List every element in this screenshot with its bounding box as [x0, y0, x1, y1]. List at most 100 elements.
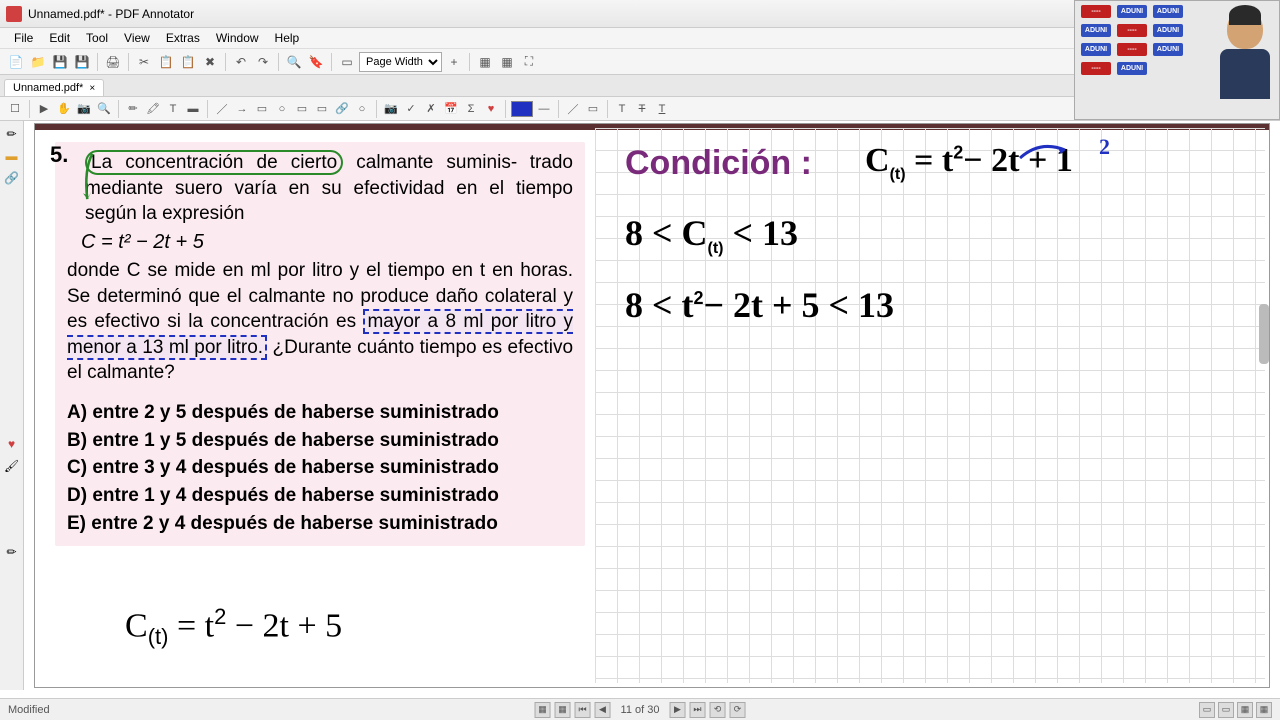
arrow-icon[interactable]: → [233, 100, 251, 118]
fav-side-icon[interactable]: ♥ [3, 435, 21, 453]
date-icon[interactable]: 📅 [442, 100, 460, 118]
zoom-select[interactable]: Page Width [359, 52, 442, 72]
problem-formula: C = t² − 2t + 5 [81, 231, 573, 254]
pen-side-icon[interactable]: ✏ [3, 125, 21, 143]
webcam-overlay: ---- ADUNI ADUNI ADUNI ---- ADUNI ADUNI … [1074, 0, 1280, 120]
strike-icon[interactable]: T [633, 100, 651, 118]
view-mode-buttons: ▭ ▭ ▦ ▦ [1199, 702, 1272, 718]
find-icon[interactable]: 🔍 [284, 52, 304, 72]
undo-icon[interactable]: ↶ [231, 52, 251, 72]
statusbar: Modified ▦ ▦ ⏮ ◀ 11 of 30 ▶ ⏭ ⟲ ⟳ ▭ ▭ ▦ … [0, 698, 1280, 720]
paste-icon[interactable]: 📋 [178, 52, 198, 72]
hw-condicion: Condición : [625, 144, 812, 183]
app-icon [6, 6, 22, 22]
answer-b: B) entre 1 y 5 después de haberse sumini… [67, 428, 573, 455]
redo-icon[interactable]: ↷ [253, 52, 273, 72]
pointer-icon[interactable]: ▶ [35, 100, 53, 118]
view2-icon[interactable]: ▭ [1218, 702, 1234, 718]
texttool-icon[interactable]: T [613, 100, 631, 118]
hw-ineq1: 8 < C(t) < 13 [625, 212, 798, 258]
copy-icon[interactable]: 📋 [156, 52, 176, 72]
brush-side-icon[interactable]: 🖌 [3, 457, 21, 475]
text-icon[interactable]: T [164, 100, 182, 118]
back-icon[interactable]: ⟲ [709, 702, 725, 718]
cut-icon[interactable]: ✂ [134, 52, 154, 72]
checkbox-icon[interactable]: ☐ [6, 100, 24, 118]
menu-view[interactable]: View [116, 29, 158, 47]
thumb2-icon[interactable]: ▦ [555, 702, 571, 718]
marker-icon[interactable]: 🖍 [144, 100, 162, 118]
menu-help[interactable]: Help [267, 29, 308, 47]
menu-window[interactable]: Window [208, 29, 267, 47]
ellipse-icon[interactable]: ○ [273, 100, 291, 118]
badge-red: ---- [1117, 43, 1147, 56]
document-tab[interactable]: Unnamed.pdf* × [4, 79, 104, 96]
open-icon[interactable]: 📁 [28, 52, 48, 72]
new-icon[interactable]: 📄 [6, 52, 26, 72]
save-icon[interactable]: 💾 [50, 52, 70, 72]
x-icon[interactable]: ✗ [422, 100, 440, 118]
scrollbar-thumb[interactable] [1259, 304, 1269, 364]
hand-icon[interactable]: ✋ [55, 100, 73, 118]
delete-icon[interactable]: ✖ [200, 52, 220, 72]
color-swatch[interactable] [511, 101, 533, 117]
menu-edit[interactable]: Edit [41, 29, 78, 47]
menu-file[interactable]: File [6, 29, 41, 47]
eraser-icon[interactable]: ○ [353, 100, 371, 118]
answer-choices: A) entre 2 y 5 después de haberse sumini… [67, 400, 573, 537]
circled-phrase: La concentración de cierto [85, 150, 343, 175]
bookmark-icon[interactable]: 🔖 [306, 52, 326, 72]
rect-icon[interactable]: ▭ [253, 100, 271, 118]
hl-icon[interactable]: ▬ [184, 100, 202, 118]
fit-icon[interactable]: ▭ [337, 52, 357, 72]
check-icon[interactable]: ✓ [402, 100, 420, 118]
style1-icon[interactable]: ／ [564, 100, 582, 118]
style2-icon[interactable]: ▭ [584, 100, 602, 118]
heart-icon[interactable]: ♥ [482, 100, 500, 118]
answer-e: E) entre 2 y 4 después de haberse sumini… [67, 511, 573, 538]
thumb-icon[interactable]: ▦ [535, 702, 551, 718]
pen-icon[interactable]: ✏ [124, 100, 142, 118]
problem-number: 5. [50, 142, 68, 168]
stamp2-icon[interactable]: ▭ [313, 100, 331, 118]
zoom-tool-icon[interactable]: 🔍 [95, 100, 113, 118]
snapshot-icon[interactable]: 📷 [75, 100, 93, 118]
width-icon[interactable]: — [535, 100, 553, 118]
zoomin-icon[interactable]: + [444, 52, 464, 72]
bottom-formula: C(t) = t2 − 2t + 5 [125, 604, 342, 650]
print-icon[interactable]: 🖨 [103, 52, 123, 72]
badge-red: ---- [1081, 62, 1111, 75]
view3-icon[interactable]: ▦ [1237, 702, 1253, 718]
link-side-icon[interactable]: 🔗 [3, 169, 21, 187]
side-toolbar: ✏ ▬ 🔗 ♥ 🖌 ✏ [0, 121, 24, 690]
answer-a: A) entre 2 y 5 después de haberse sumini… [67, 400, 573, 427]
fullscreen-icon[interactable]: ⛶ [519, 52, 539, 72]
line-icon[interactable]: ／ [213, 100, 231, 118]
stamp-icon[interactable]: ▭ [293, 100, 311, 118]
link-icon[interactable]: 🔗 [333, 100, 351, 118]
layout2-icon[interactable]: ▦ [497, 52, 517, 72]
view4-icon[interactable]: ▦ [1256, 702, 1272, 718]
page-indicator: 11 of 30 [615, 704, 666, 716]
menu-extras[interactable]: Extras [158, 29, 208, 47]
layout1-icon[interactable]: ▦ [475, 52, 495, 72]
menu-tool[interactable]: Tool [78, 29, 116, 47]
sigma-icon[interactable]: Σ [462, 100, 480, 118]
page-navigation: ▦ ▦ ⏮ ◀ 11 of 30 ▶ ⏭ ⟲ ⟳ [535, 702, 746, 718]
note-side-icon[interactable]: ▬ [3, 147, 21, 165]
saveas-icon[interactable]: 💾 [72, 52, 92, 72]
document-canvas[interactable]: 5. La concentración de cierto calmante s… [24, 121, 1280, 690]
pencil-side-icon[interactable]: ✏ [3, 543, 21, 561]
view1-icon[interactable]: ▭ [1199, 702, 1215, 718]
prev-page-icon[interactable]: ◀ [595, 702, 611, 718]
next-page-icon[interactable]: ▶ [669, 702, 685, 718]
badge-blue: ADUNI [1153, 24, 1183, 37]
camera-icon[interactable]: 📷 [382, 100, 400, 118]
tab-close-icon[interactable]: × [89, 83, 95, 94]
blue-arc-icon [1015, 138, 1075, 168]
problem-text: La concentración de cierto calmante sumi… [67, 150, 573, 227]
underline-icon[interactable]: T [653, 100, 671, 118]
last-page-icon[interactable]: ⏭ [689, 702, 705, 718]
first-page-icon[interactable]: ⏮ [575, 702, 591, 718]
fwd-icon[interactable]: ⟳ [729, 702, 745, 718]
